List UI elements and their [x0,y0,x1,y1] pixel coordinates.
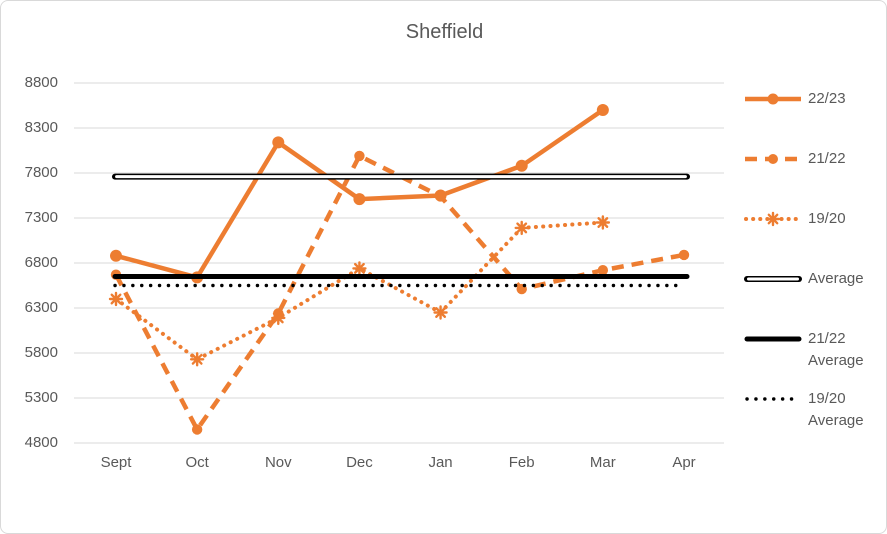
legend-label: 22/23 [808,90,846,107]
double-line-icon [744,276,802,282]
circle-marker [272,136,285,149]
circle-marker [354,150,365,162]
dotted-line-star-marker-icon [744,211,802,227]
legend-item-19-20-average: 19/20 Average [744,388,884,432]
star-marker [433,305,448,320]
legend-label: 19/20 Average [808,390,864,429]
y-tick-label: 4800 [24,434,58,451]
star-marker [271,310,286,326]
x-tick-label: Nov [264,454,292,471]
solid-line-circle-marker-icon [745,93,801,105]
x-tick-label: Feb [508,454,535,471]
legend-label: 19/20 [808,210,846,227]
circle-marker [596,104,609,116]
y-tick-label: 7800 [24,164,58,181]
star-marker [514,220,529,236]
x-tick-label: Apr [672,454,696,471]
star-marker [189,352,205,367]
dotted-black-line-icon [745,397,801,401]
x-tick-label: Sept [100,454,132,471]
circle-marker [353,193,366,206]
circle-marker [435,191,446,202]
chart-title: Sheffield [405,21,484,43]
legend-item-21-22-average: 21/22 Average [744,328,884,372]
star-marker [108,291,124,307]
circle-marker [515,159,528,172]
legend-item-19-20: 19/20 [744,208,884,230]
y-tick-label: 8800 [24,74,58,91]
star-marker [595,215,611,230]
legend-label: Average [808,270,864,287]
x-tick-label: Dec [346,454,373,471]
y-tick-label: 7300 [24,209,58,226]
circle-marker [110,249,122,262]
legend-item-21-22: 21/22 [744,148,884,170]
dashed-line-circle-marker-icon [745,154,801,164]
series-line-19-20 [114,220,605,362]
legend-item-average: Average [744,268,884,290]
y-tick-label: 5800 [24,344,58,361]
star-marker [352,261,367,276]
legend-label: 21/22 [808,150,846,167]
y-tick-label: 6800 [24,254,58,271]
thick-line-icon [744,336,802,342]
circle-marker [191,424,203,435]
x-tick-label: Mar [589,454,616,471]
legend-label: 21/22 Average [808,330,864,369]
circle-marker [597,265,609,276]
y-tick-label: 5300 [24,389,58,406]
x-tick-label: Oct [185,454,209,471]
x-tick-label: Jan [428,454,453,471]
y-tick-label: 6300 [24,299,58,316]
y-tick-label: 8300 [24,119,58,136]
circle-marker [678,249,690,261]
legend-item-22-23: 22/23 [744,88,884,110]
